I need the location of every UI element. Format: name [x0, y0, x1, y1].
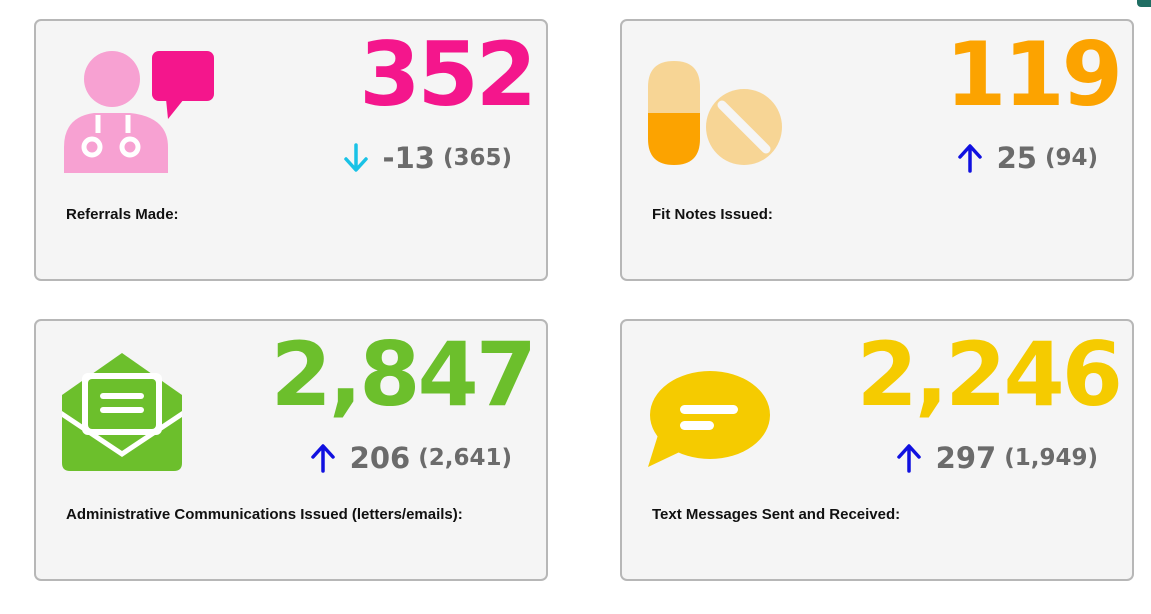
text-messages-label: Text Messages Sent and Received:: [652, 506, 901, 523]
admin-comms-card: 2,847 206 (2,641) Administrative Communi…: [34, 319, 548, 581]
arrow-up-icon: [957, 144, 982, 173]
fit-notes-delta: 25: [996, 141, 1037, 175]
admin-comms-label: Administrative Communications Issued (le…: [66, 506, 463, 523]
corner-marker: [1137, 0, 1151, 7]
doctor-chat-icon: [58, 49, 218, 175]
fit-notes-value: 119: [945, 23, 1123, 126]
referrals-delta: -13: [382, 141, 435, 175]
text-messages-previous: (1,949): [1004, 445, 1098, 471]
admin-comms-delta: 206: [349, 441, 411, 475]
envelope-letter-icon: [60, 351, 184, 475]
pills-icon: [646, 59, 786, 169]
fit-notes-change: 25 (94): [957, 138, 1098, 178]
fit-notes-label: Fit Notes Issued:: [652, 206, 773, 223]
speech-bubble-icon: [646, 369, 772, 469]
fit-notes-card: 119 25 (94) Fit Notes Issued:: [620, 19, 1134, 281]
text-messages-value: 2,246: [856, 323, 1123, 426]
referrals-change: -13 (365): [343, 138, 512, 178]
referrals-card: 352 -13 (365) Referrals Made:: [34, 19, 548, 281]
arrow-down-icon: [343, 143, 368, 172]
arrow-up-icon: [310, 444, 335, 473]
admin-comms-value: 2,847: [270, 323, 537, 426]
text-messages-change: 297 (1,949): [896, 438, 1098, 478]
referrals-previous: (365): [442, 145, 512, 171]
admin-comms-change: 206 (2,641): [310, 438, 512, 478]
referrals-label: Referrals Made:: [66, 206, 179, 223]
referrals-value: 352: [359, 23, 537, 126]
text-messages-delta: 297: [935, 441, 997, 475]
arrow-up-icon: [896, 444, 921, 473]
text-messages-card: 2,246 297 (1,949) Text Messages Sent and…: [620, 319, 1134, 581]
fit-notes-previous: (94): [1044, 145, 1098, 171]
admin-comms-previous: (2,641): [418, 445, 512, 471]
